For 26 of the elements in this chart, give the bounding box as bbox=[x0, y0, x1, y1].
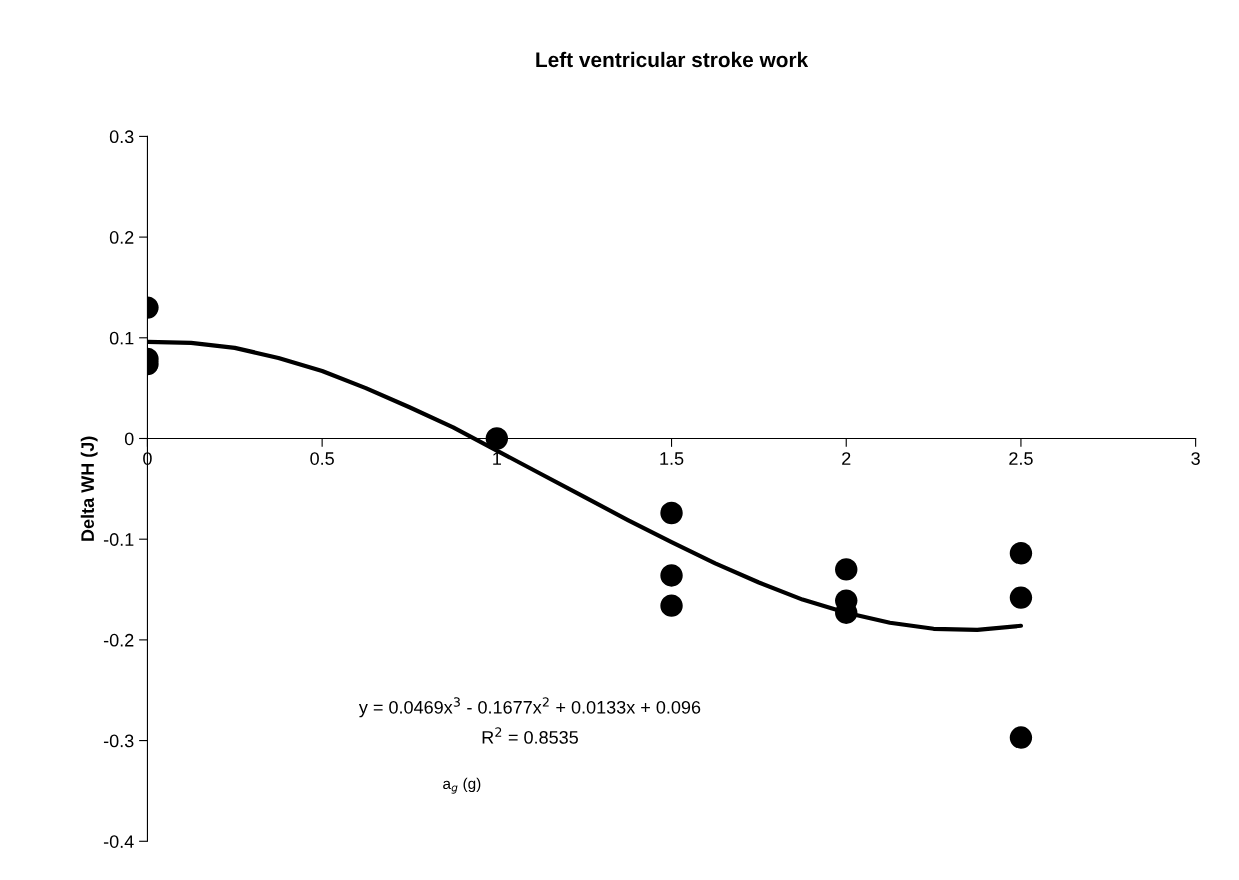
chart-title: Left ventricular stroke work bbox=[536, 51, 809, 68]
y-tick-label: 0.2 bbox=[109, 231, 134, 244]
y-tick-label: 0.1 bbox=[109, 331, 134, 345]
y-tick-label: -0.3 bbox=[103, 734, 134, 748]
x-tick-label: 2.5 bbox=[1009, 452, 1033, 465]
x-tick-label: 0.5 bbox=[310, 452, 334, 465]
y-tick-label: -0.4 bbox=[103, 835, 134, 848]
point bbox=[1009, 726, 1033, 749]
point bbox=[835, 558, 858, 581]
y-tick-label: -0.2 bbox=[103, 633, 134, 647]
y-tick-label: 0.3 bbox=[109, 130, 134, 144]
x-tick-label: 3 bbox=[1191, 452, 1200, 465]
point bbox=[1009, 586, 1033, 609]
y-tick-label: -0.1 bbox=[103, 533, 134, 546]
point bbox=[1009, 542, 1033, 565]
point bbox=[660, 564, 683, 587]
y-tick-label: 0 bbox=[124, 432, 134, 446]
x-tick-label: 2 bbox=[842, 452, 851, 465]
x-tick-label: 1.5 bbox=[660, 452, 684, 465]
point bbox=[660, 501, 683, 525]
annotation: y = 0.0469x$^{3}$ - 0.1677x$^{2}$ + 0.0133x + 0.096 bbox=[358, 697, 701, 718]
x-axis-title: a$_{g}$ (g) bbox=[443, 777, 481, 794]
x-tick-label: 1 bbox=[493, 452, 501, 465]
y-axis-title: Delta WH (J) bbox=[80, 436, 98, 541]
point bbox=[660, 594, 683, 617]
annotation: R$^{2}$ = 0.8535 bbox=[482, 727, 578, 744]
